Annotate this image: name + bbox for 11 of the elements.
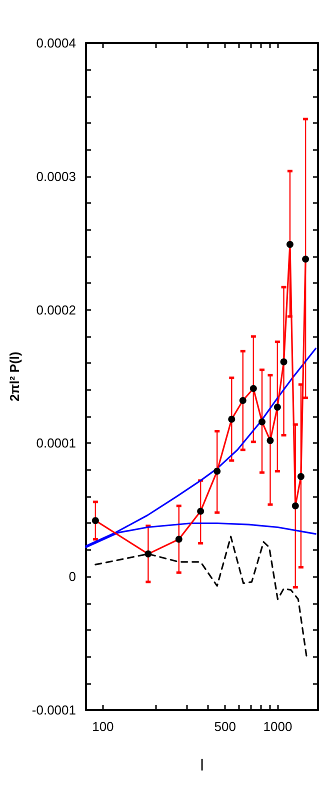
y-tick-label: 0.0001 (36, 436, 76, 451)
y-tick-label: -0.0001 (32, 702, 76, 718)
x-tick-label: 1000 (263, 719, 292, 734)
y-tick-label: 0 (68, 569, 76, 584)
y-tick-label: 0.0004 (36, 36, 76, 50)
x-tick-label: 500 (214, 719, 236, 734)
x-axis-title: l (200, 758, 204, 774)
y-axis-title: 2πl² P(l) (7, 352, 22, 402)
y-tick-label: 0.0003 (36, 168, 76, 184)
y-tick-label: 0.0002 (36, 302, 76, 318)
x-tick-label: 100 (92, 719, 114, 734)
